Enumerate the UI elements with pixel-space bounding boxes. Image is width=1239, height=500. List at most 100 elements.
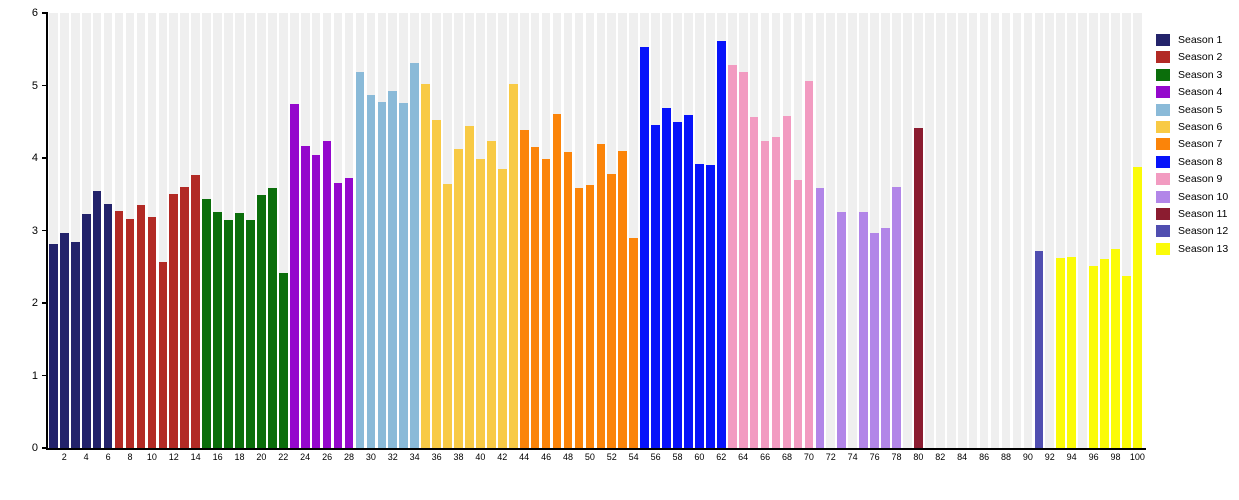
bar-episode-12 <box>169 194 179 448</box>
bar-episode-30 <box>366 94 376 448</box>
bar-episode-98 <box>1111 248 1120 448</box>
bar-episode-99 <box>1122 276 1131 448</box>
legend-item-season-12: Season 12 <box>1156 224 1236 238</box>
legend-label: Season 7 <box>1178 138 1223 151</box>
bar-episode-69 <box>793 180 803 448</box>
bar-episode-100 <box>1133 166 1142 448</box>
x-tick-label: 68 <box>781 452 792 462</box>
bar-episode-58 <box>673 122 682 448</box>
bar-episode-77 <box>881 227 890 448</box>
bar-episode-75 <box>859 212 868 448</box>
background-stripe <box>870 13 879 448</box>
x-tick-label: 10 <box>146 452 157 462</box>
bar-episode-46 <box>541 159 551 448</box>
x-tick-label: 92 <box>1044 452 1055 462</box>
bar-episode-51 <box>596 143 606 448</box>
legend-item-season-13: Season 13 <box>1156 242 1236 256</box>
x-tick-label: 26 <box>322 452 333 462</box>
bar-episode-61 <box>706 164 715 448</box>
x-tick-label: 52 <box>606 452 617 462</box>
background-stripe <box>629 13 639 448</box>
bar-episode-34 <box>410 63 420 448</box>
bar-episode-39 <box>465 126 474 448</box>
bar-episode-22 <box>278 273 288 448</box>
bar-episode-62 <box>716 40 726 448</box>
bar-episode-53 <box>618 151 628 448</box>
background-stripe <box>70 13 80 448</box>
bar-episode-14 <box>191 175 201 448</box>
x-tick-label: 64 <box>738 452 749 462</box>
bar-episode-41 <box>487 141 496 448</box>
background-stripe <box>1001 13 1011 448</box>
x-tick-label: 44 <box>519 452 530 462</box>
bar-episode-18 <box>235 213 244 448</box>
y-tick-label: 0 <box>31 442 38 454</box>
bar-episode-17 <box>224 220 233 448</box>
background-stripe <box>946 13 956 448</box>
bar-episode-49 <box>574 187 584 448</box>
background-stripe <box>903 13 912 448</box>
x-tick-label: 100 <box>1129 452 1145 462</box>
bar-episode-44 <box>519 130 529 448</box>
legend-label: Season 8 <box>1178 155 1223 168</box>
background-stripe <box>1111 13 1120 448</box>
x-tick-label: 82 <box>935 452 946 462</box>
x-tick-label: 72 <box>825 452 836 462</box>
x-tick-label: 48 <box>562 452 573 462</box>
bar-episode-29 <box>355 71 365 448</box>
x-tick-label: 30 <box>365 452 376 462</box>
bar-episode-16 <box>213 212 222 448</box>
bar-episode-15 <box>202 198 211 448</box>
bar-episode-24 <box>300 145 310 448</box>
background-stripe <box>278 13 288 448</box>
y-tick-mark <box>42 157 48 159</box>
bar-episode-33 <box>399 102 409 448</box>
background-stripe <box>49 13 58 448</box>
y-tick-mark <box>42 302 48 304</box>
background-stripe <box>1100 13 1109 448</box>
bar-episode-27 <box>333 182 343 448</box>
bar-episode-57 <box>662 107 671 448</box>
x-tick-label: 66 <box>760 452 771 462</box>
legend-item-season-7: Season 7 <box>1156 137 1236 151</box>
x-tick-label: 74 <box>847 452 858 462</box>
legend-item-season-8: Season 8 <box>1156 155 1236 169</box>
x-tick-label: 54 <box>628 452 639 462</box>
bar-episode-52 <box>607 173 617 448</box>
background-stripe <box>1089 13 1098 448</box>
legend-color-swatch <box>1156 103 1170 116</box>
legend-color-swatch <box>1156 242 1170 255</box>
bar-episode-54 <box>629 237 639 448</box>
bar-episode-68 <box>782 115 792 448</box>
bar-episode-13 <box>180 187 190 448</box>
legend-label: Season 4 <box>1178 86 1223 99</box>
x-tick-label: 70 <box>803 452 814 462</box>
bar-episode-8 <box>125 218 135 448</box>
bar-episode-36 <box>432 120 441 448</box>
legend-label: Season 3 <box>1178 68 1223 81</box>
bar-episode-2 <box>59 233 69 448</box>
x-axis-line <box>46 448 1146 450</box>
legend-item-season-5: Season 5 <box>1156 103 1236 117</box>
legend-item-season-2: Season 2 <box>1156 50 1236 64</box>
x-tick-label: 18 <box>234 452 245 462</box>
legend-item-season-11: Season 11 <box>1156 207 1236 221</box>
legend: Season 1 Season 2 Season 3 Season 4 Season 5… <box>1156 33 1236 259</box>
legend-item-season-4: Season 4 <box>1156 85 1236 99</box>
bar-episode-11 <box>158 262 168 448</box>
x-tick-label: 42 <box>497 452 508 462</box>
legend-label: Season 13 <box>1178 242 1229 255</box>
x-tick-label: 78 <box>891 452 902 462</box>
y-tick-mark <box>42 374 48 377</box>
legend-color-swatch <box>1156 86 1170 99</box>
bar-episode-91 <box>1034 250 1044 448</box>
x-tick-label: 40 <box>475 452 486 462</box>
bar-episode-6 <box>103 203 113 448</box>
x-tick-label: 56 <box>650 452 661 462</box>
bar-episode-7 <box>114 210 124 448</box>
background-stripe <box>935 13 945 448</box>
background-stripe <box>990 13 1000 448</box>
bar-episode-76 <box>870 232 879 448</box>
background-stripe <box>1045 13 1055 448</box>
